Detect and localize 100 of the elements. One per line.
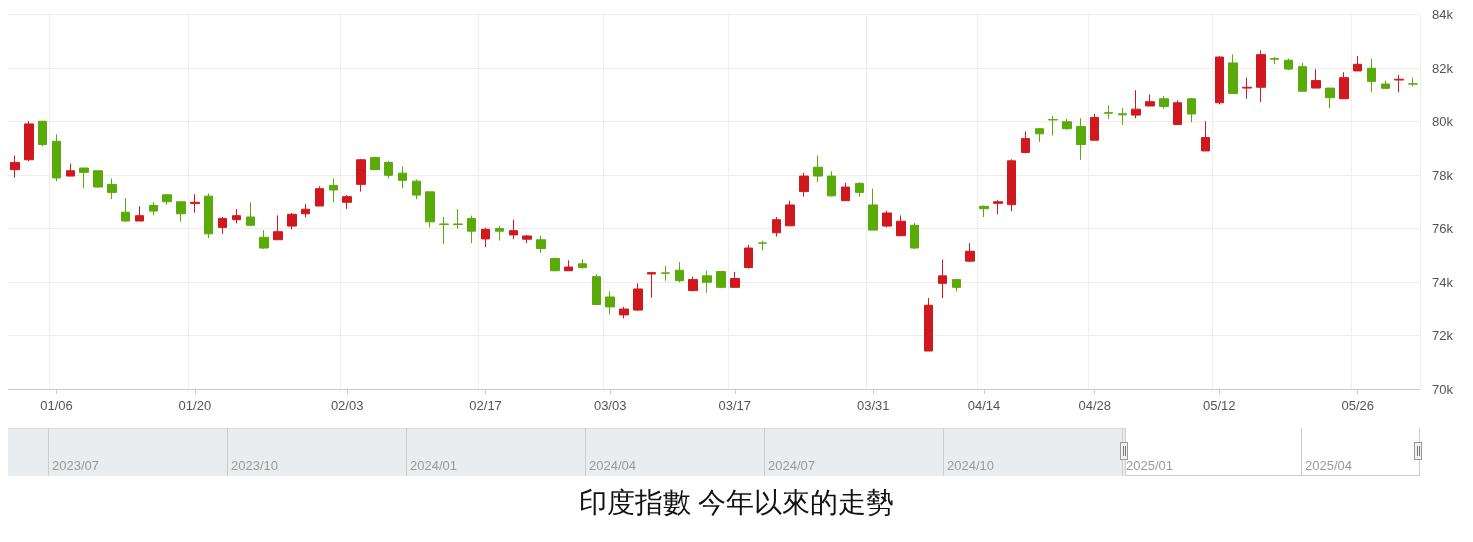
candlestick bbox=[1131, 89, 1141, 119]
candlestick bbox=[1145, 93, 1155, 107]
x-tick-label: 01/06 bbox=[40, 398, 73, 413]
range-slider: 2023/07 2023/10 2024/01 2024/04 2024/07 2024/10 2025/01 2025/04 bbox=[8, 428, 1420, 476]
candlestick bbox=[232, 208, 241, 224]
candlestick bbox=[910, 222, 919, 250]
candlestick bbox=[882, 210, 892, 228]
candlestick bbox=[522, 234, 532, 244]
candlestick bbox=[813, 154, 823, 183]
candlestick bbox=[647, 271, 656, 299]
candlestick bbox=[799, 172, 809, 198]
candlestick bbox=[24, 120, 34, 162]
candlestick bbox=[1215, 55, 1224, 105]
candlestick bbox=[1159, 95, 1169, 110]
candlestick bbox=[1173, 99, 1182, 125]
candlestick bbox=[398, 165, 407, 189]
candlestick bbox=[1076, 117, 1086, 161]
candlestick bbox=[1021, 130, 1030, 154]
candlestick bbox=[855, 181, 864, 198]
candlestick bbox=[1394, 74, 1404, 93]
candlestick bbox=[149, 201, 158, 216]
candlestick bbox=[965, 242, 975, 263]
y-tick-label: 70k bbox=[1432, 381, 1454, 397]
candlestick bbox=[619, 306, 629, 319]
candlestick bbox=[1228, 53, 1238, 94]
candlestick bbox=[827, 170, 836, 198]
candlestick bbox=[218, 216, 227, 235]
candlestick bbox=[10, 154, 20, 179]
candlestick bbox=[481, 227, 490, 248]
candlestick bbox=[1353, 55, 1362, 72]
candlestick bbox=[329, 177, 338, 203]
candlestick bbox=[1104, 104, 1113, 120]
candlestick bbox=[439, 216, 449, 245]
candlestick bbox=[1381, 80, 1390, 89]
candlestick bbox=[744, 244, 753, 270]
candlestick bbox=[675, 261, 684, 283]
candlestick bbox=[1408, 77, 1418, 87]
candlestick bbox=[246, 201, 255, 227]
candlestick bbox=[979, 205, 989, 218]
y-tick-label: 82k bbox=[1432, 60, 1454, 76]
candlestick bbox=[467, 215, 476, 244]
candlestick bbox=[758, 240, 767, 251]
candlestick bbox=[315, 185, 324, 207]
candlestick bbox=[38, 120, 47, 147]
y-tick-label: 74k bbox=[1432, 274, 1454, 290]
candlestick bbox=[52, 133, 61, 182]
candlestick bbox=[66, 163, 75, 177]
candlestick bbox=[453, 208, 463, 229]
candlestick bbox=[162, 193, 172, 206]
candlestick bbox=[1367, 58, 1376, 93]
candlestick bbox=[716, 271, 726, 289]
text: 印度指數 今年以來的走勢 bbox=[578, 486, 895, 520]
candlestick bbox=[938, 259, 947, 299]
candlestick bbox=[564, 259, 573, 272]
candlestick bbox=[121, 197, 130, 223]
candlestick bbox=[273, 214, 283, 241]
x-tick-label: 01/20 bbox=[178, 398, 212, 413]
candlestick bbox=[592, 273, 601, 305]
candlestick bbox=[356, 158, 366, 193]
candlestick bbox=[1298, 62, 1307, 92]
candlestick bbox=[1270, 56, 1279, 65]
candlestick bbox=[841, 182, 850, 202]
x-tick-label: 03/17 bbox=[718, 398, 752, 413]
candlestick bbox=[190, 193, 200, 214]
candlestick bbox=[1284, 58, 1293, 71]
candlestick bbox=[370, 156, 380, 171]
candlestick bbox=[993, 199, 1003, 215]
y-tick-label: 80k bbox=[1432, 114, 1454, 129]
candlestick bbox=[1325, 87, 1335, 109]
candlestick bbox=[605, 290, 615, 315]
candlestick bbox=[425, 191, 435, 228]
candlestick bbox=[1007, 158, 1016, 212]
x-tick-label: 04/14 bbox=[967, 398, 1001, 413]
candlestick bbox=[107, 177, 117, 200]
candlestick bbox=[896, 214, 906, 237]
candlestick bbox=[1256, 49, 1266, 103]
x-tick-label: 02/17 bbox=[469, 398, 502, 413]
candlestick bbox=[412, 179, 421, 200]
candlestick bbox=[301, 203, 310, 219]
candlestick bbox=[93, 170, 103, 189]
y-tick-label: 76k bbox=[1432, 221, 1454, 236]
candlestick bbox=[1187, 97, 1196, 123]
candlestick bbox=[1035, 127, 1044, 143]
candlestick bbox=[204, 192, 213, 239]
x-tick-label: 03/31 bbox=[856, 398, 890, 413]
candlestick bbox=[384, 160, 393, 179]
candlestick bbox=[924, 297, 933, 352]
candlestick bbox=[772, 216, 781, 238]
candlestick bbox=[342, 194, 352, 210]
candlestick bbox=[495, 225, 504, 242]
candlestick bbox=[868, 188, 878, 231]
candlestick bbox=[1062, 118, 1072, 131]
x-tick-label: 02/03 bbox=[330, 398, 364, 413]
candlestick bbox=[550, 257, 560, 272]
candlestick bbox=[578, 259, 587, 270]
candlestick bbox=[1090, 113, 1099, 141]
candlestick bbox=[730, 271, 740, 288]
candlestick bbox=[79, 167, 89, 189]
candlestick bbox=[259, 229, 269, 250]
candlestick bbox=[287, 212, 297, 230]
